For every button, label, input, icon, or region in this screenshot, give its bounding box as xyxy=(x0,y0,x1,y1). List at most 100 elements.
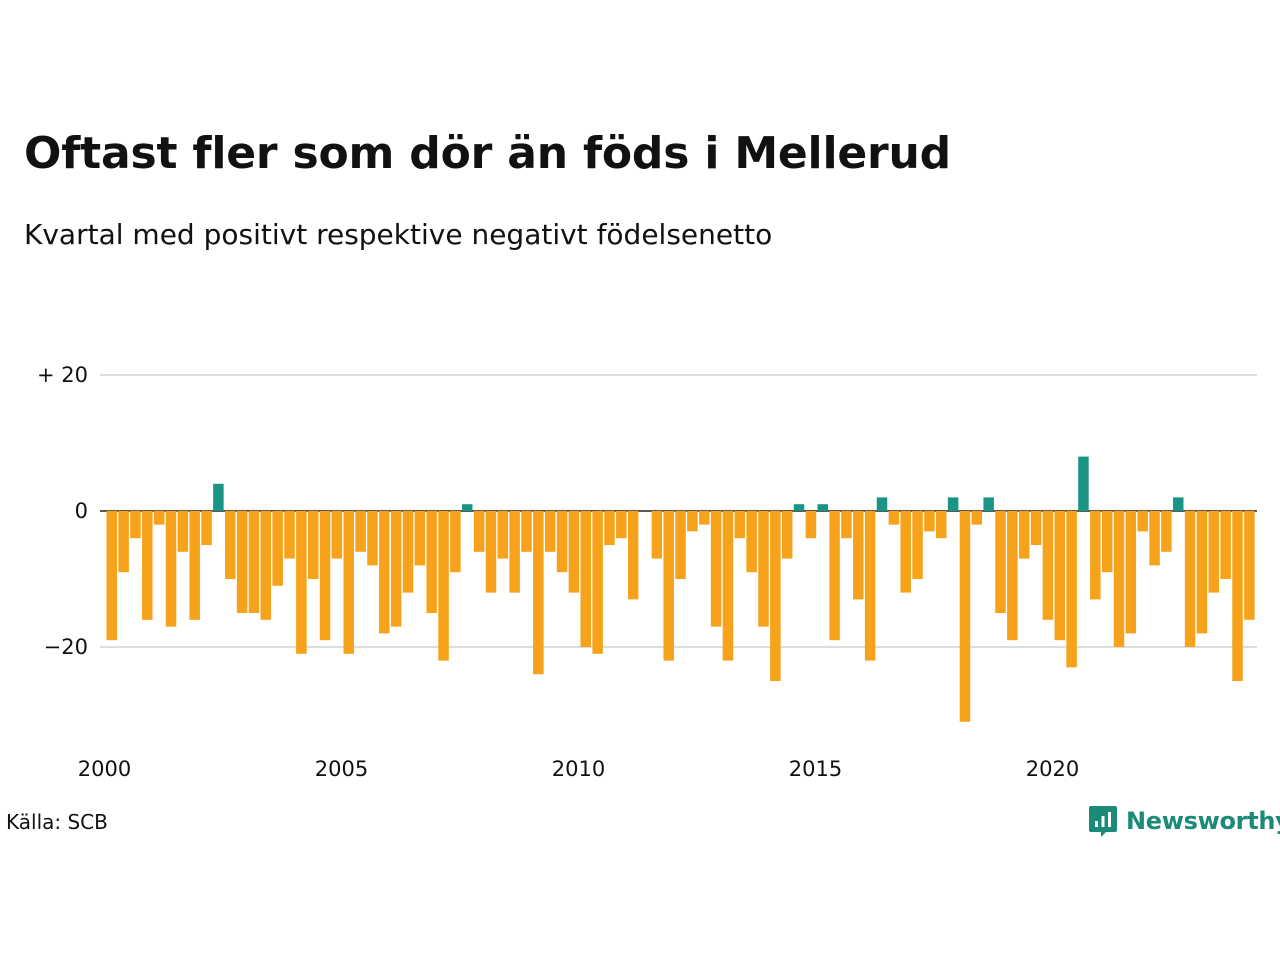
bar-q42 xyxy=(592,511,603,654)
bar-q87 xyxy=(1125,511,1137,634)
bar-q60 xyxy=(805,511,817,539)
bar-q48 xyxy=(663,511,674,661)
bar-q97 xyxy=(1244,511,1255,620)
x-axis-labels: 2000 2005 2010 2015 2020 xyxy=(78,757,1079,781)
bar-q22 xyxy=(355,511,366,552)
bar-q50 xyxy=(687,511,698,532)
bar-q32 xyxy=(473,511,485,552)
bar-q95 xyxy=(1220,511,1231,579)
bar-q86 xyxy=(1113,511,1125,647)
bar-q30 xyxy=(450,511,461,573)
bar-q25 xyxy=(390,511,402,627)
bar-q94 xyxy=(1208,511,1220,593)
bar-q44 xyxy=(616,511,627,539)
bar-q89 xyxy=(1149,511,1160,566)
bar-q17 xyxy=(296,511,307,654)
newsworthy-logo-icon xyxy=(1089,806,1117,837)
bar-q80 xyxy=(1042,511,1054,620)
bar-q43 xyxy=(604,511,615,545)
bar-chart: + 20 0 −20 2000 2005 2010 2015 2020 xyxy=(37,363,1257,781)
bar-q3 xyxy=(130,511,141,539)
chart-subtitle: Kvartal med positivt respektive negativt… xyxy=(24,218,773,251)
bar-q1 xyxy=(106,511,117,641)
bar-q63 xyxy=(841,511,852,539)
bar-q74 xyxy=(971,511,983,525)
bar-q51 xyxy=(699,511,710,525)
bar-q73 xyxy=(959,511,971,722)
bar-q16 xyxy=(284,511,295,559)
source-note: Källa: SCB xyxy=(6,810,108,834)
bar-q92 xyxy=(1184,511,1196,647)
bar-q34 xyxy=(497,511,509,559)
x-tick-label: 2000 xyxy=(78,757,131,781)
chart-title: Oftast fler som dör än föds i Mellerud xyxy=(24,128,951,179)
bars xyxy=(106,456,1255,722)
bar-q84 xyxy=(1090,511,1101,600)
bar-q54 xyxy=(734,511,746,539)
bar-q15 xyxy=(272,511,283,586)
bar-q26 xyxy=(402,511,414,593)
y-tick-label: 0 xyxy=(75,499,88,523)
bar-q83 xyxy=(1078,456,1089,511)
x-tick-label: 2010 xyxy=(552,757,605,781)
bar-q39 xyxy=(556,511,568,573)
bar-q58 xyxy=(781,511,793,559)
bar-q56 xyxy=(758,511,769,627)
bar-q79 xyxy=(1030,511,1042,545)
bar-q52 xyxy=(710,511,722,627)
bar-q13 xyxy=(248,511,260,613)
bar-q7 xyxy=(177,511,189,552)
bar-q69 xyxy=(912,511,923,579)
bar-q59 xyxy=(793,504,805,511)
bar-q20 xyxy=(331,511,343,559)
bar-q55 xyxy=(746,511,757,573)
x-tick-label: 2005 xyxy=(315,757,368,781)
bar-q72 xyxy=(947,497,959,511)
bar-q57 xyxy=(770,511,781,681)
bar-q67 xyxy=(888,511,900,525)
bar-q5 xyxy=(153,511,165,525)
y-tick-label: −20 xyxy=(44,635,88,659)
bar-q66 xyxy=(876,497,888,511)
bar-q18 xyxy=(307,511,319,579)
x-tick-label: 2020 xyxy=(1026,757,1079,781)
bar-q40 xyxy=(568,511,580,593)
bar-q23 xyxy=(367,511,378,566)
bar-q38 xyxy=(544,511,556,552)
bar-q33 xyxy=(485,511,497,593)
bar-q88 xyxy=(1137,511,1148,532)
bar-q53 xyxy=(722,511,734,661)
bar-q76 xyxy=(995,511,1006,613)
brand-name: Newsworthy xyxy=(1126,807,1280,835)
bar-q61 xyxy=(817,504,828,511)
bar-q64 xyxy=(853,511,864,600)
bar-q71 xyxy=(936,511,947,539)
bar-q27 xyxy=(414,511,426,566)
bar-q21 xyxy=(343,511,354,654)
bar-q4 xyxy=(142,511,153,620)
bar-q9 xyxy=(201,511,212,545)
bar-q28 xyxy=(426,511,437,613)
x-tick-label: 2015 xyxy=(789,757,842,781)
bar-q90 xyxy=(1161,511,1172,552)
y-axis-labels: + 20 0 −20 xyxy=(37,363,88,659)
bar-q96 xyxy=(1232,511,1243,681)
y-tick-label: + 20 xyxy=(37,363,88,387)
bar-q2 xyxy=(118,511,129,573)
bar-q41 xyxy=(580,511,591,647)
bar-q62 xyxy=(829,511,840,641)
bar-q24 xyxy=(379,511,390,634)
bar-q12 xyxy=(236,511,248,613)
bar-q37 xyxy=(533,511,544,675)
bar-q82 xyxy=(1066,511,1077,668)
bar-q19 xyxy=(319,511,331,641)
bar-q11 xyxy=(225,511,236,579)
bar-q36 xyxy=(521,511,532,552)
bar-q70 xyxy=(924,511,935,532)
bar-q93 xyxy=(1196,511,1208,634)
bar-q31 xyxy=(462,504,473,511)
bar-q14 xyxy=(260,511,272,620)
bar-q6 xyxy=(165,511,177,627)
bar-q8 xyxy=(189,511,200,620)
bar-q45 xyxy=(627,511,639,600)
